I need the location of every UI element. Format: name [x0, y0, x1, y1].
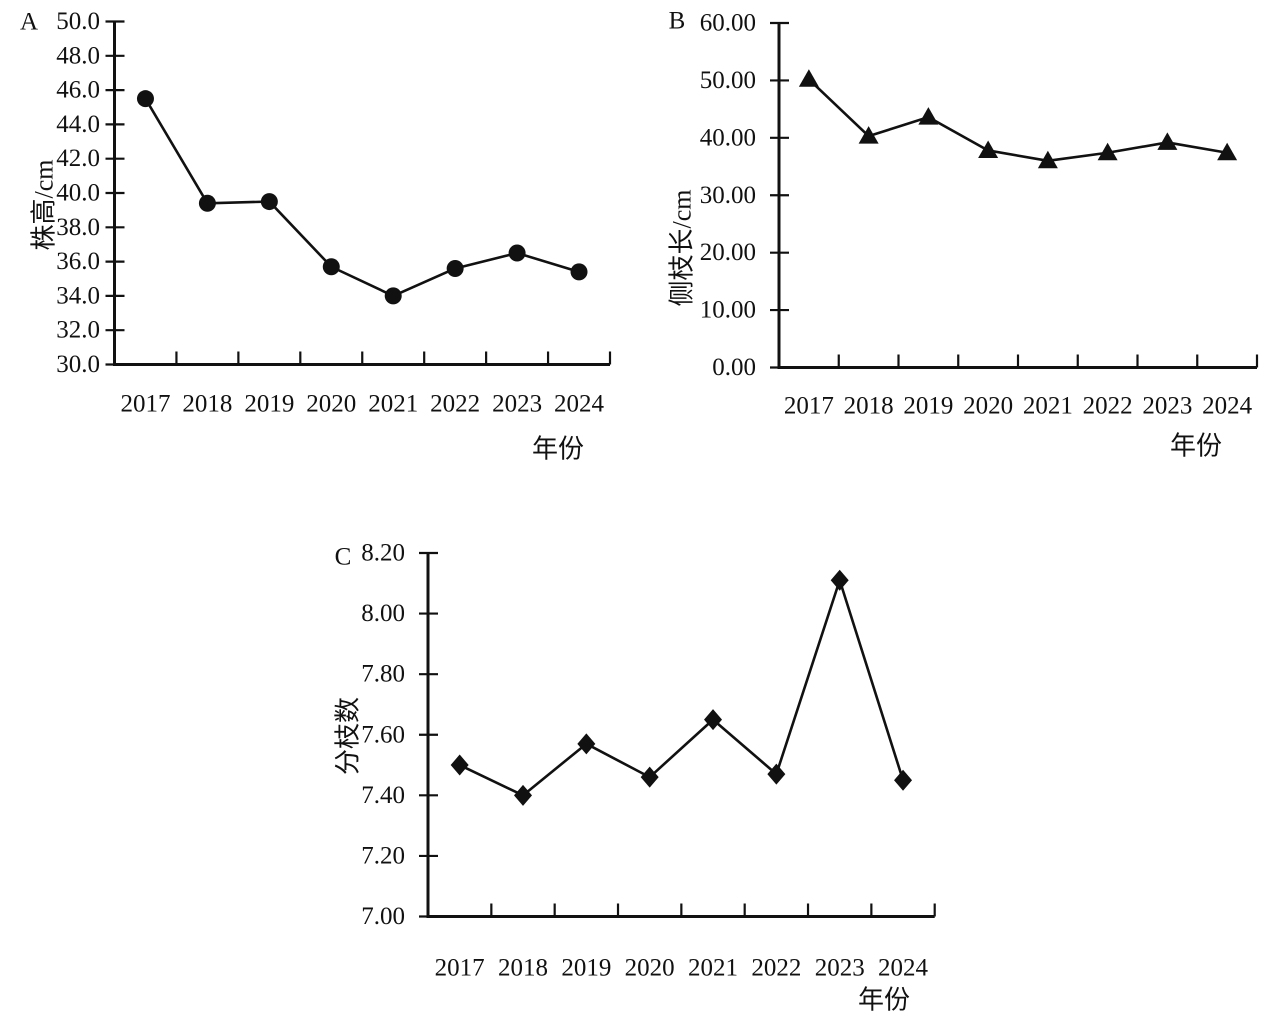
data-point-marker — [384, 287, 402, 305]
data-point-marker — [918, 107, 939, 125]
x-tick-label: 2019 — [903, 393, 953, 420]
series-line — [807, 78, 1228, 163]
x-tick-label: 2023 — [815, 955, 865, 982]
y-tick-label: 48.0 — [56, 42, 100, 69]
data-point-marker — [577, 733, 596, 755]
data-point-marker — [858, 126, 879, 144]
y-tick-label: 20.00 — [700, 239, 756, 266]
data-point-marker — [798, 69, 819, 87]
x-tick-label: 2018 — [498, 955, 548, 982]
y-tick-label: 30.0 — [56, 351, 100, 378]
y-tick-label: 40.00 — [700, 124, 756, 151]
x-tick-label: 2017 — [784, 393, 834, 420]
x-tick-label: 2022 — [751, 955, 801, 982]
y-tick-label: 7.80 — [361, 661, 405, 688]
axis-line — [426, 553, 935, 918]
y-tick-label: 32.0 — [56, 317, 100, 344]
data-point-marker — [260, 193, 278, 211]
x-tick-label: 2017 — [120, 391, 170, 418]
data-point-marker — [894, 769, 913, 791]
data-point-marker — [1217, 142, 1238, 161]
series-line — [144, 98, 580, 298]
panel-label: A — [20, 9, 38, 36]
data-point-marker — [640, 766, 659, 788]
axis-line — [113, 21, 610, 366]
x-tick-label: 2021 — [1023, 393, 1073, 420]
data-point-marker — [830, 569, 849, 591]
x-tick-label: 2024 — [1202, 393, 1253, 420]
y-tick-label: 40.0 — [56, 180, 100, 207]
data-point-marker — [446, 259, 464, 277]
y-tick-label: 50.00 — [700, 67, 756, 94]
data-point-marker — [198, 194, 216, 212]
data-point-marker — [704, 709, 723, 731]
x-tick-label: 2024 — [554, 391, 605, 418]
series-line — [459, 578, 905, 797]
y-tick-label: 30.00 — [700, 182, 756, 209]
x-tick-label: 2019 — [561, 955, 611, 982]
data-point-marker — [570, 263, 588, 281]
x-tick-label: 2018 — [844, 393, 894, 420]
y-tick-label: 8.00 — [361, 600, 405, 627]
y-tick-label: 10.00 — [700, 297, 756, 324]
y-tick-label: 0.00 — [712, 354, 756, 381]
x-tick-label: 2020 — [625, 955, 675, 982]
x-axis-title: 年份 — [858, 986, 910, 1013]
data-point-marker — [1037, 150, 1058, 169]
y-tick-label: 44.0 — [56, 111, 100, 138]
y-tick-label: 60.00 — [700, 10, 756, 37]
y-axis-title: 分枝数 — [334, 697, 363, 775]
data-point-marker — [514, 784, 533, 806]
y-tick-label: 8.20 — [361, 540, 405, 567]
y-tick-label: 46.0 — [56, 77, 100, 104]
y-tick-label: 42.0 — [56, 145, 100, 172]
y-tick-label: 7.40 — [361, 782, 405, 809]
x-tick-label: 2022 — [430, 391, 480, 418]
y-tick-label: 7.20 — [361, 842, 405, 869]
data-point-marker — [767, 763, 786, 785]
x-tick-label: 2020 — [306, 391, 356, 418]
x-tick-label: 2017 — [435, 955, 485, 982]
x-tick-label: 2023 — [492, 391, 542, 418]
y-tick-label: 34.0 — [56, 282, 100, 309]
x-tick-label: 2021 — [368, 391, 418, 418]
x-axis-title: 年份 — [1170, 432, 1222, 461]
data-point-marker — [136, 90, 154, 108]
y-tick-label: 36.0 — [56, 248, 100, 275]
x-tick-label: 2023 — [1142, 393, 1192, 420]
axis-line — [777, 23, 1257, 369]
x-tick-label: 2020 — [963, 393, 1013, 420]
y-axis-title: 侧枝长/cm — [668, 190, 697, 307]
data-point-marker — [1097, 142, 1118, 161]
y-tick-label: 7.00 — [361, 903, 405, 930]
x-tick-label: 2024 — [878, 955, 929, 982]
x-axis-title: 年份 — [532, 435, 584, 464]
data-point-marker — [450, 754, 469, 776]
y-axis-title: 株高/cm — [30, 160, 59, 251]
panel-label: C — [335, 544, 352, 571]
x-tick-label: 2019 — [244, 391, 294, 418]
data-point-marker — [322, 258, 340, 276]
y-tick-label: 7.60 — [361, 721, 405, 748]
data-point-marker — [1157, 132, 1178, 150]
data-point-marker — [978, 140, 999, 158]
panel-label: B — [669, 8, 686, 35]
data-point-marker — [508, 244, 526, 262]
x-tick-label: 2018 — [182, 391, 232, 418]
x-tick-label: 2022 — [1083, 393, 1133, 420]
y-tick-label: 38.0 — [56, 214, 100, 241]
x-tick-label: 2021 — [688, 955, 738, 982]
y-tick-label: 50.0 — [56, 8, 100, 35]
